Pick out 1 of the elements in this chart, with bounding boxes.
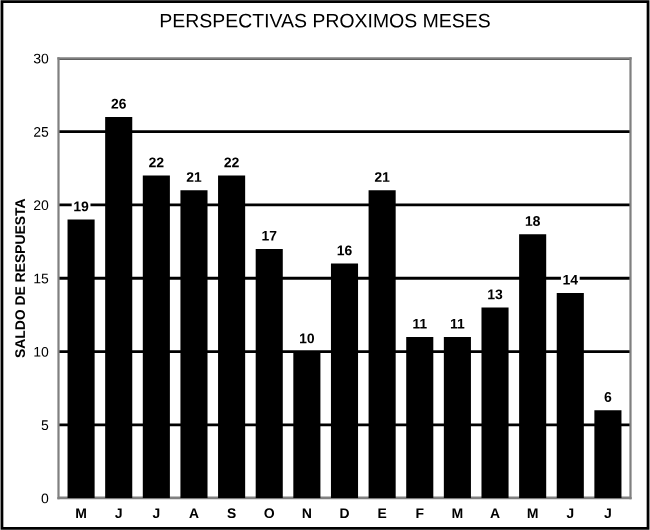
chart-title: PERSPECTIVAS PROXIMOS MESES xyxy=(160,13,490,28)
